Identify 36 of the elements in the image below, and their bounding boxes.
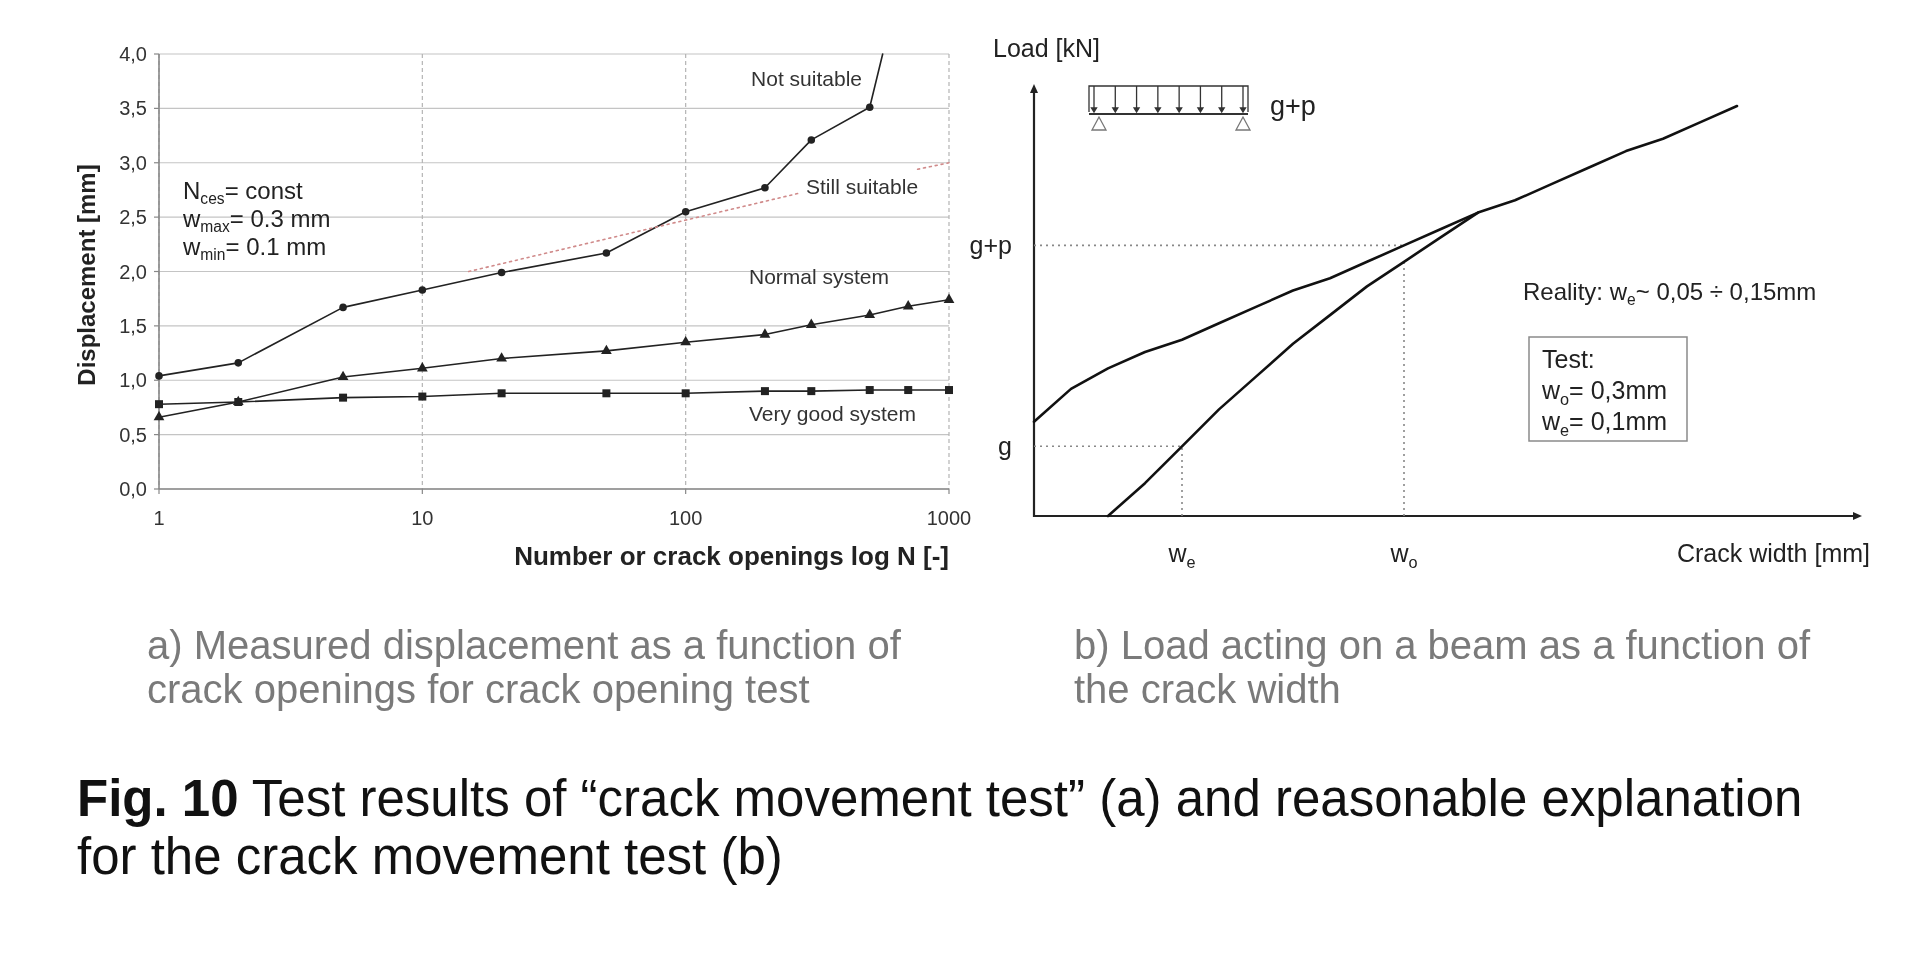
annotation: N$_{ces}$= const bbox=[183, 176, 303, 207]
x-tick-label: 100 bbox=[668, 507, 703, 529]
text: b) Load acting on a beam as a function of the crack width bbox=[1074, 623, 1811, 711]
y-tick-label: 0,0 bbox=[119, 478, 147, 500]
x-axis-title: Number or crack openings log N [-] bbox=[514, 541, 949, 571]
y-tick-label: 1,5 bbox=[119, 314, 147, 337]
annotation: w$_{min}$= 0.1 mm bbox=[182, 232, 327, 263]
y-tick-label: 3,0 bbox=[119, 151, 147, 174]
series-label: Not suitable bbox=[751, 66, 862, 90]
annotation: Reality: w$_{e}$~ 0,05 ÷ 0,15mm bbox=[1523, 277, 1817, 308]
x-tick-label: w$_{e}$ bbox=[1167, 539, 1196, 571]
x-tick-label: 1 bbox=[153, 507, 165, 529]
text: a) Measured displacement as a function of crack openings for crack opening test bbox=[147, 623, 902, 711]
annotation: w$_{o}$= 0,3mm bbox=[1541, 376, 1668, 408]
annotation: Test: bbox=[1542, 345, 1595, 373]
ref-line-label: g+p bbox=[969, 231, 1012, 260]
x-tick-label: w$_{o}$ bbox=[1389, 539, 1418, 571]
y-axis-title: Displacement [mm] bbox=[72, 164, 100, 386]
annotation: g+p bbox=[1270, 91, 1316, 121]
series-label: Normal system bbox=[749, 264, 890, 288]
caption: Fig. 10 Test results of “crack movement test” (a) and reasonable explanation for the crack movement test (b) bbox=[77, 769, 1803, 885]
y-tick-label: 1,0 bbox=[119, 369, 147, 392]
y-axis-title: Load [kN] bbox=[993, 34, 1101, 62]
y-tick-label: 4,0 bbox=[119, 43, 147, 65]
series-label: Still suitable bbox=[806, 174, 919, 198]
annotation: w$_{e}$= 0,1mm bbox=[1541, 407, 1668, 439]
y-tick-label: 3,5 bbox=[119, 97, 147, 120]
x-tick-label: 1000 bbox=[926, 507, 972, 529]
series-label: Very good system bbox=[749, 401, 916, 425]
x-tick-label: 10 bbox=[411, 507, 434, 529]
x-axis-title: Crack width [mm] bbox=[1676, 539, 1870, 567]
ref-line-label: g bbox=[998, 432, 1012, 461]
annotation: w$_{max}$= 0.3 mm bbox=[182, 204, 331, 235]
y-tick-label: 0,5 bbox=[119, 423, 147, 446]
y-tick-label: 2,5 bbox=[119, 206, 147, 229]
y-tick-label: 2,0 bbox=[119, 260, 147, 283]
